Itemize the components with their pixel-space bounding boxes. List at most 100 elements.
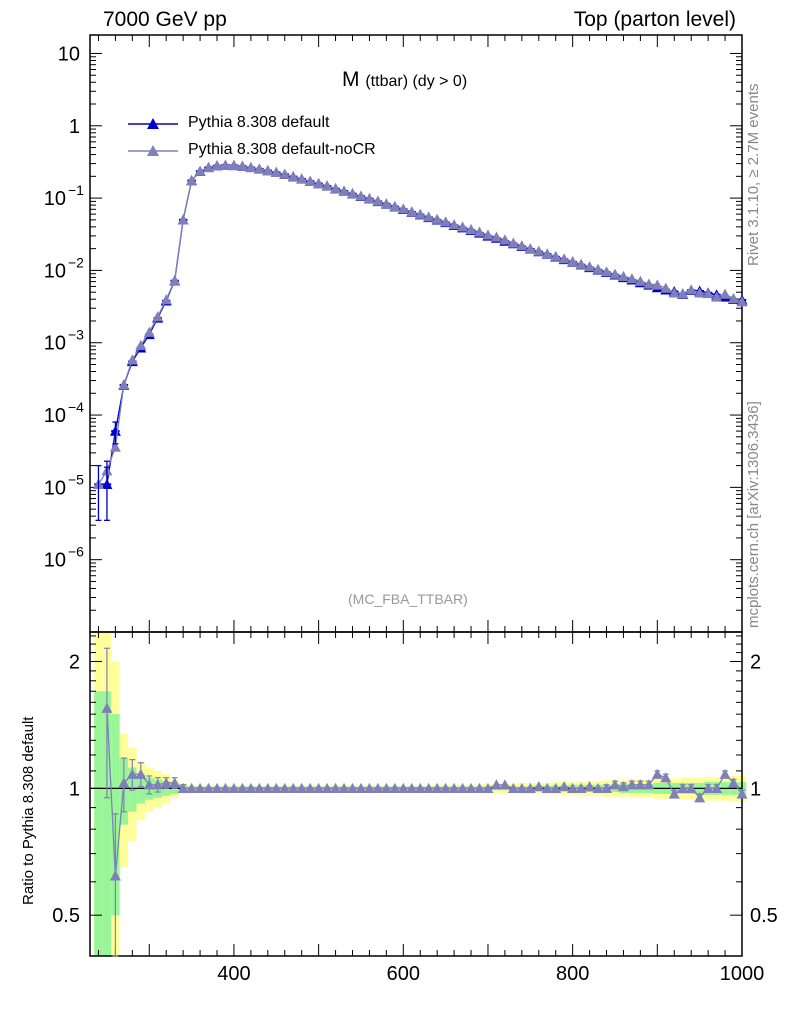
series-point-1 <box>617 270 629 281</box>
ratio-point <box>465 782 477 794</box>
ratio-line <box>106 708 743 876</box>
ratio-point <box>118 777 130 788</box>
series-point-1 <box>160 294 172 305</box>
ratio-point <box>702 782 714 794</box>
ratio-point <box>355 782 367 794</box>
ratio-point <box>346 782 358 794</box>
ratio-point <box>109 870 121 881</box>
series-point-1 <box>296 173 308 184</box>
ratio-point <box>482 782 494 794</box>
series-point-1 <box>355 190 367 201</box>
ratio-point <box>474 782 486 794</box>
series-point-1 <box>668 287 680 298</box>
series-point-1 <box>575 258 587 269</box>
series-point-1 <box>465 223 477 234</box>
series-point-1 <box>304 175 316 186</box>
ratio-point <box>643 779 655 790</box>
plot-title: M (ttbar) (dy > 0) <box>342 68 467 92</box>
series-point-1 <box>177 214 189 225</box>
series-point-1 <box>228 159 240 171</box>
main-y-tick-label: 10 <box>58 43 80 65</box>
ratio-point <box>609 779 621 790</box>
ratio-y-tick-label-right: 0.5 <box>750 905 778 927</box>
main-y-tick-label: 10 <box>44 260 66 282</box>
ratio-uncertainty-bands <box>94 632 747 956</box>
ratio-point <box>338 782 350 794</box>
ratio-point <box>186 782 198 794</box>
main-y-tick-label: 10 <box>44 188 66 210</box>
plot-title-sub: (ttbar) (dy > 0) <box>365 73 468 90</box>
series-point-1 <box>236 160 248 171</box>
series-point-1 <box>431 213 443 224</box>
ratio-point <box>160 777 172 788</box>
series-point-1 <box>448 219 460 230</box>
x-tick-label: 400 <box>217 963 250 985</box>
series-point-1 <box>626 273 638 284</box>
series-point-1 <box>457 221 469 232</box>
series-point-1 <box>423 211 435 222</box>
series-point-1 <box>270 166 282 178</box>
main-y-tick-exponent: −5 <box>68 471 84 487</box>
legend-label-nocr: Pythia 8.308 default-noCR <box>188 141 376 158</box>
ratio-point <box>304 782 316 794</box>
ratio-point <box>668 788 680 799</box>
ratio-point <box>440 782 452 794</box>
ratio-point <box>457 782 469 794</box>
ratio-point <box>262 782 274 794</box>
ratio-point <box>711 782 723 794</box>
data-series <box>92 159 748 521</box>
series-point-1 <box>651 279 663 290</box>
series-point-1 <box>135 339 147 351</box>
main-y-tick-label: 10 <box>44 405 66 427</box>
series-point-1 <box>279 168 291 179</box>
ratio-y-tick-label-right: 1 <box>750 778 761 800</box>
series-point-1 <box>440 216 452 227</box>
series-point-1 <box>262 164 274 176</box>
ratio-point <box>660 772 672 783</box>
ratio-point <box>169 777 181 788</box>
ratio-point <box>126 768 138 779</box>
main-y-tick-exponent: −2 <box>68 254 84 270</box>
ratio-point <box>194 782 206 794</box>
series-point-1 <box>186 174 198 186</box>
ratio-point <box>617 781 629 792</box>
series-point-1 <box>711 291 723 302</box>
ratio-point <box>270 782 282 794</box>
legend-marker-nocr <box>128 145 178 156</box>
series-point-1 <box>346 187 358 199</box>
ratio-point <box>567 782 579 794</box>
analysis-watermark: (MC_FBA_TTBAR) <box>348 591 468 607</box>
ratio-point <box>550 782 562 794</box>
series-point-1 <box>321 180 333 191</box>
ratio-point <box>245 782 257 794</box>
series-point-1 <box>584 261 596 272</box>
series-point-1 <box>126 354 138 365</box>
series-point-1 <box>643 278 655 289</box>
series-point-1 <box>414 208 426 219</box>
series-point-1 <box>567 255 579 267</box>
ratio-point <box>601 782 613 794</box>
green-band-bin <box>102 691 112 956</box>
ratio-point <box>236 782 248 794</box>
main-y-tick-label: 10 <box>44 333 66 355</box>
plot-title-main: M <box>342 68 360 91</box>
header-collision-info: 7000 GeV pp <box>103 8 227 31</box>
series-point-1 <box>550 250 562 261</box>
ratio-y-tick-label: 0.5 <box>52 905 80 927</box>
series-point-1 <box>397 203 409 214</box>
series-point-1 <box>211 160 223 171</box>
series-point-1 <box>203 161 215 173</box>
series-point-1 <box>245 161 257 173</box>
ratio-point <box>211 782 223 794</box>
main-y-tick-exponent: −1 <box>68 182 84 198</box>
ratio-point <box>592 782 604 794</box>
series-point-1 <box>253 163 265 174</box>
ratio-point <box>431 782 443 794</box>
series-point-1 <box>702 287 714 299</box>
series-point-1 <box>372 195 384 206</box>
ratio-point <box>694 792 706 803</box>
ratio-point <box>372 782 384 794</box>
header-process-info: Top (parton level) <box>573 8 736 31</box>
ratio-point <box>330 782 342 794</box>
